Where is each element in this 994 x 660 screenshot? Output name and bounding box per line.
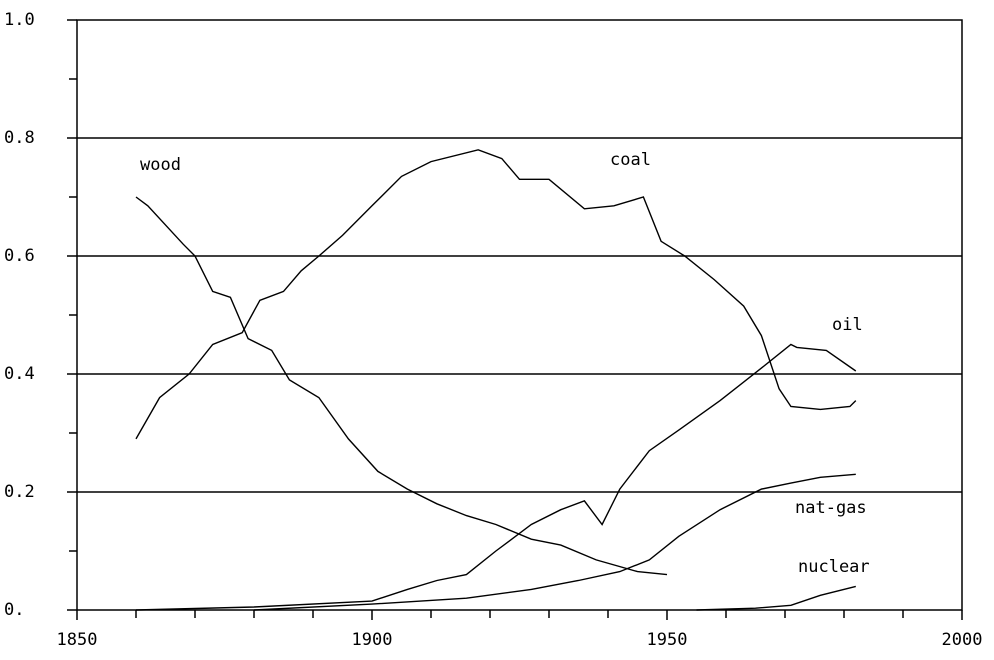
y-tick-label: 1.0 (4, 10, 35, 30)
series-label: nuclear (798, 557, 870, 577)
y-tick-label: 0.6 (4, 246, 35, 266)
x-tick-label: 1900 (352, 630, 393, 650)
series-label: wood (140, 155, 181, 175)
x-tick-label: 1850 (57, 630, 98, 650)
y-tick-label: 0. (4, 600, 24, 620)
series-label: nat-gas (795, 498, 867, 518)
series-line (135, 343, 857, 611)
x-tick-label: 2000 (942, 630, 983, 650)
y-tick-label: 0.4 (4, 364, 35, 384)
x-tick-label: 1950 (647, 630, 688, 650)
series-label: coal (610, 150, 651, 170)
series-line (696, 585, 856, 611)
y-tick-label: 0.8 (4, 128, 35, 148)
series-line (135, 196, 668, 576)
series-label: oil (832, 315, 863, 335)
series-line (253, 473, 856, 611)
series-line (135, 149, 857, 440)
plot-frame (76, 19, 963, 611)
y-tick-label: 0.2 (4, 482, 35, 502)
